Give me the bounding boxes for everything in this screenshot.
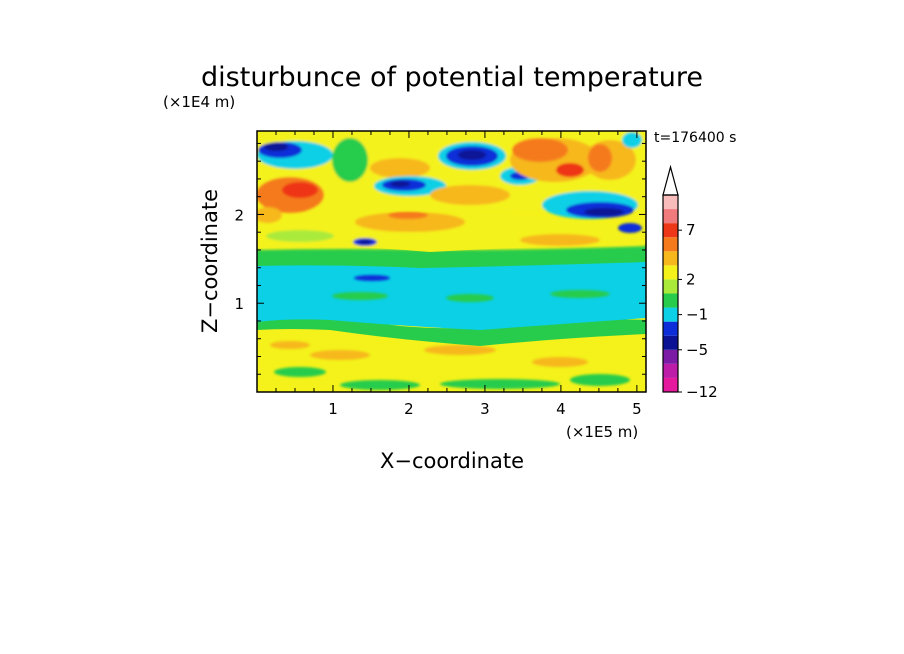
time-label: t=176400 s [654,130,736,146]
y-axis-label: Z−coordinate [198,189,222,333]
x-tick-label: 2 [404,400,414,418]
plot-area [257,131,646,392]
plot-frame [256,130,647,393]
colorbar-frame [662,194,679,393]
colorbar-swatch [663,223,678,238]
x-axis: 1 2 3 4 5 [275,131,642,418]
x-tick-label: 1 [328,400,338,418]
colorbar-swatch [663,237,678,252]
x-axis-label: X−coordinate [380,449,524,473]
y-axis: 12 [234,142,646,375]
colorbar: 7 2 −1 −5 −12 [662,164,718,401]
colorbar-label: −12 [686,383,718,401]
x-tick-label: 5 [632,400,642,418]
colorbar-swatch [663,335,678,350]
colorbar-swatch [663,349,678,364]
colorbar-swatch [663,251,678,266]
colorbar-swatch [663,195,678,210]
y-scale-label: (×1E4 m) [163,93,235,111]
y-tick-label: 2 [234,206,244,224]
colorbar-swatch [663,377,678,392]
colorbar-swatch [663,293,678,308]
chart-title: disturbunce of potential temperature [201,62,703,93]
colorbar-label: 7 [686,221,696,239]
colorbar-swatch [663,321,678,336]
colorbar-swatch [663,265,678,280]
x-tick-label: 4 [556,400,566,418]
colorbar-swatch [663,279,678,294]
colorbar-swatch [663,363,678,378]
colorbar-label: −5 [686,341,708,359]
colorbar-extend-arrow [662,164,679,196]
x-tick-label: 3 [480,400,490,418]
colorbar-label: −1 [686,306,708,324]
colorbar-swatch [663,209,678,224]
y-tick-label: 1 [234,295,244,313]
colorbar-label: 2 [686,270,696,288]
colorbar-swatch [663,307,678,322]
x-scale-label: (×1E5 m) [566,423,638,441]
